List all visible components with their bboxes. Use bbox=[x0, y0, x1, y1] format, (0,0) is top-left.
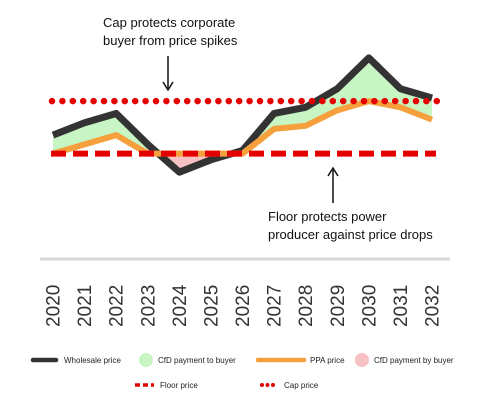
legend-label-floor: Floor price bbox=[160, 381, 198, 390]
legend-item-wholesale: Wholesale price bbox=[30, 356, 121, 365]
legend-label-cap: Cap price bbox=[284, 381, 319, 390]
ppa-price-line bbox=[52, 98, 434, 157]
legend-swatch-cfd-by-buyer bbox=[355, 353, 369, 367]
legend: Wholesale price CfD payment to buyer PPA… bbox=[30, 353, 454, 390]
x-tick-label: 2024 bbox=[170, 284, 191, 327]
legend-item-cap: Cap price bbox=[260, 381, 319, 390]
x-tick-label: 2027 bbox=[265, 285, 286, 327]
x-tick-label: 2025 bbox=[201, 285, 222, 327]
legend-swatch-cfd-to-buyer bbox=[139, 353, 153, 367]
legend-item-cfd-to-buyer: CfD payment to buyer bbox=[139, 353, 236, 367]
legend-item-ppa: PPA price bbox=[255, 356, 345, 365]
x-tick-label: 2030 bbox=[359, 285, 380, 327]
floor-annotation-line2: producer against price drops bbox=[268, 227, 433, 242]
legend-label-cfd-by-buyer: CfD payment by buyer bbox=[374, 356, 454, 365]
cfd-to-buyer-area bbox=[242, 57, 432, 154]
legend-item-floor: Floor price bbox=[135, 381, 198, 390]
floor-annotation-line1: Floor protects power bbox=[268, 209, 387, 224]
series-lines bbox=[48, 54, 442, 176]
x-tick-labels: 2020 2021 2022 2023 2024 2025 2026 2027 2028 2029… bbox=[44, 284, 444, 327]
x-tick-label: 2026 bbox=[233, 285, 254, 327]
cap-annotation-line1: Cap protects corporate bbox=[103, 15, 235, 30]
x-tick-label: 2031 bbox=[391, 285, 412, 327]
legend-label-wholesale: Wholesale price bbox=[64, 356, 121, 365]
cap-arrow-icon bbox=[162, 56, 174, 92]
x-tick-label: 2020 bbox=[44, 285, 65, 327]
x-tick-label: 2022 bbox=[107, 285, 128, 327]
cap-annotation-line2: buyer from price spikes bbox=[103, 33, 238, 48]
x-tick-label: 2029 bbox=[328, 285, 349, 327]
legend-label-ppa: PPA price bbox=[310, 356, 345, 365]
x-tick-label: 2032 bbox=[423, 285, 444, 327]
floor-arrow-icon bbox=[327, 166, 339, 203]
legend-item-cfd-by-buyer: CfD payment by buyer bbox=[355, 353, 454, 367]
x-tick-label: 2028 bbox=[296, 285, 317, 327]
x-tick-label: 2023 bbox=[138, 285, 159, 327]
legend-label-cfd-to-buyer: CfD payment to buyer bbox=[158, 356, 236, 365]
x-tick-label: 2021 bbox=[75, 285, 96, 327]
